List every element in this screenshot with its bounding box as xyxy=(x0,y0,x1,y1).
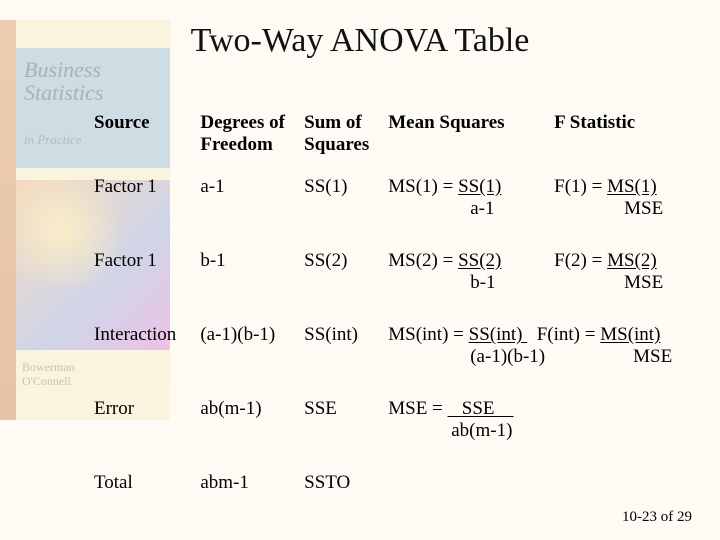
cell-df: b-1 xyxy=(200,250,302,322)
table-row-total: Total abm-1 SSTO xyxy=(94,472,690,510)
ms-lhs: MS(2) = xyxy=(388,250,458,271)
page-number: 10-23 of 29 xyxy=(622,509,692,526)
ms-expr: MSE = SSE xyxy=(388,398,513,419)
cell-df: abm-1 xyxy=(200,472,302,510)
cell-ms-f: MS(int) = SS(int) F(int) = MS(int) (a-1)… xyxy=(388,324,690,396)
table-row-factor1: Factor 1 a-1 SS(1) MS(1) = SS(1) a-1 F(1… xyxy=(94,176,690,248)
ms-expr: MS(2) = SS(2) xyxy=(388,250,501,271)
f-num: MS(2) xyxy=(607,250,657,271)
f-lhs: F(2) = xyxy=(554,250,607,271)
cell-ss: SSTO xyxy=(304,472,386,510)
header-ms: Mean Squares xyxy=(388,112,552,174)
cell-df: ab(m-1) xyxy=(200,398,302,470)
f-den: MSE xyxy=(554,198,690,220)
cell-df: (a-1)(b-1) xyxy=(200,324,302,396)
f-lhs: F(1) = xyxy=(554,176,607,197)
cell-f-empty xyxy=(554,398,690,470)
cell-f: F(1) = MS(1) MSE xyxy=(554,176,690,248)
ms-expr: MS(1) = SS(1) xyxy=(388,176,501,197)
cell-source: Factor 1 xyxy=(94,176,198,248)
cell-source: Error xyxy=(94,398,198,470)
f-num: MS(1) xyxy=(607,176,657,197)
f-den: MSE xyxy=(633,346,672,367)
msf-line2: (a-1)(b-1) MSE xyxy=(388,346,690,368)
header-df: Degrees of Freedom xyxy=(200,112,302,174)
slide-title: Two-Way ANOVA Table xyxy=(0,0,720,60)
cell-source: Total xyxy=(94,472,198,510)
cell-ms: MS(1) = SS(1) a-1 xyxy=(388,176,552,248)
table-header-row: Source Degrees of Freedom Sum of Squares… xyxy=(94,112,690,174)
ms-lhs: MSE = xyxy=(388,398,447,419)
header-source: Source xyxy=(94,112,198,174)
f-den: MSE xyxy=(554,272,690,294)
cell-source: Interaction xyxy=(94,324,198,396)
cell-ss: SS(int) xyxy=(304,324,386,396)
slide: Business Statistics in Practice Bowerman… xyxy=(0,0,720,540)
f-lhs: F(int) = xyxy=(537,324,601,345)
ms-den: a-1 xyxy=(388,198,552,220)
table-row-error: Error ab(m-1) SSE MSE = SSE ab(m-1) xyxy=(94,398,690,470)
cell-ss: SS(1) xyxy=(304,176,386,248)
f-expr: F(2) = MS(2) xyxy=(554,250,657,271)
table-row-interaction: Interaction (a-1)(b-1) SS(int) MS(int) =… xyxy=(94,324,690,396)
f-expr: F(1) = MS(1) xyxy=(554,176,657,197)
cell-f-empty xyxy=(554,472,690,510)
ms-num: SS(2) xyxy=(458,250,501,271)
header-f: F Statistic xyxy=(554,112,690,174)
ms-lhs: MS(int) = xyxy=(388,324,468,345)
ms-den: b-1 xyxy=(388,272,552,294)
msf-line1: MS(int) = SS(int) F(int) = MS(int) xyxy=(388,324,660,345)
header-ss: Sum of Squares xyxy=(304,112,386,174)
cell-ss: SSE xyxy=(304,398,386,470)
cell-ms-empty xyxy=(388,472,552,510)
ms-num: SS(1) xyxy=(458,176,501,197)
ms-num: SSE xyxy=(448,398,514,419)
table-row-factor2: Factor 1 b-1 SS(2) MS(2) = SS(2) b-1 F(2… xyxy=(94,250,690,322)
f-num: MS(int) xyxy=(600,324,660,345)
ms-den: ab(m-1) xyxy=(388,420,552,442)
cell-ss: SS(2) xyxy=(304,250,386,322)
cell-source: Factor 1 xyxy=(94,250,198,322)
cell-f: F(2) = MS(2) MSE xyxy=(554,250,690,322)
ms-lhs: MS(1) = xyxy=(388,176,458,197)
cell-ms: MS(2) = SS(2) b-1 xyxy=(388,250,552,322)
cell-ms: MSE = SSE ab(m-1) xyxy=(388,398,552,470)
slide-content: Two-Way ANOVA Table Source Degrees of Fr… xyxy=(0,0,720,540)
ms-num: SS(int) xyxy=(469,324,528,345)
anova-table: Source Degrees of Freedom Sum of Squares… xyxy=(92,110,692,512)
cell-df: a-1 xyxy=(200,176,302,248)
ms-den: (a-1)(b-1) xyxy=(470,346,545,367)
